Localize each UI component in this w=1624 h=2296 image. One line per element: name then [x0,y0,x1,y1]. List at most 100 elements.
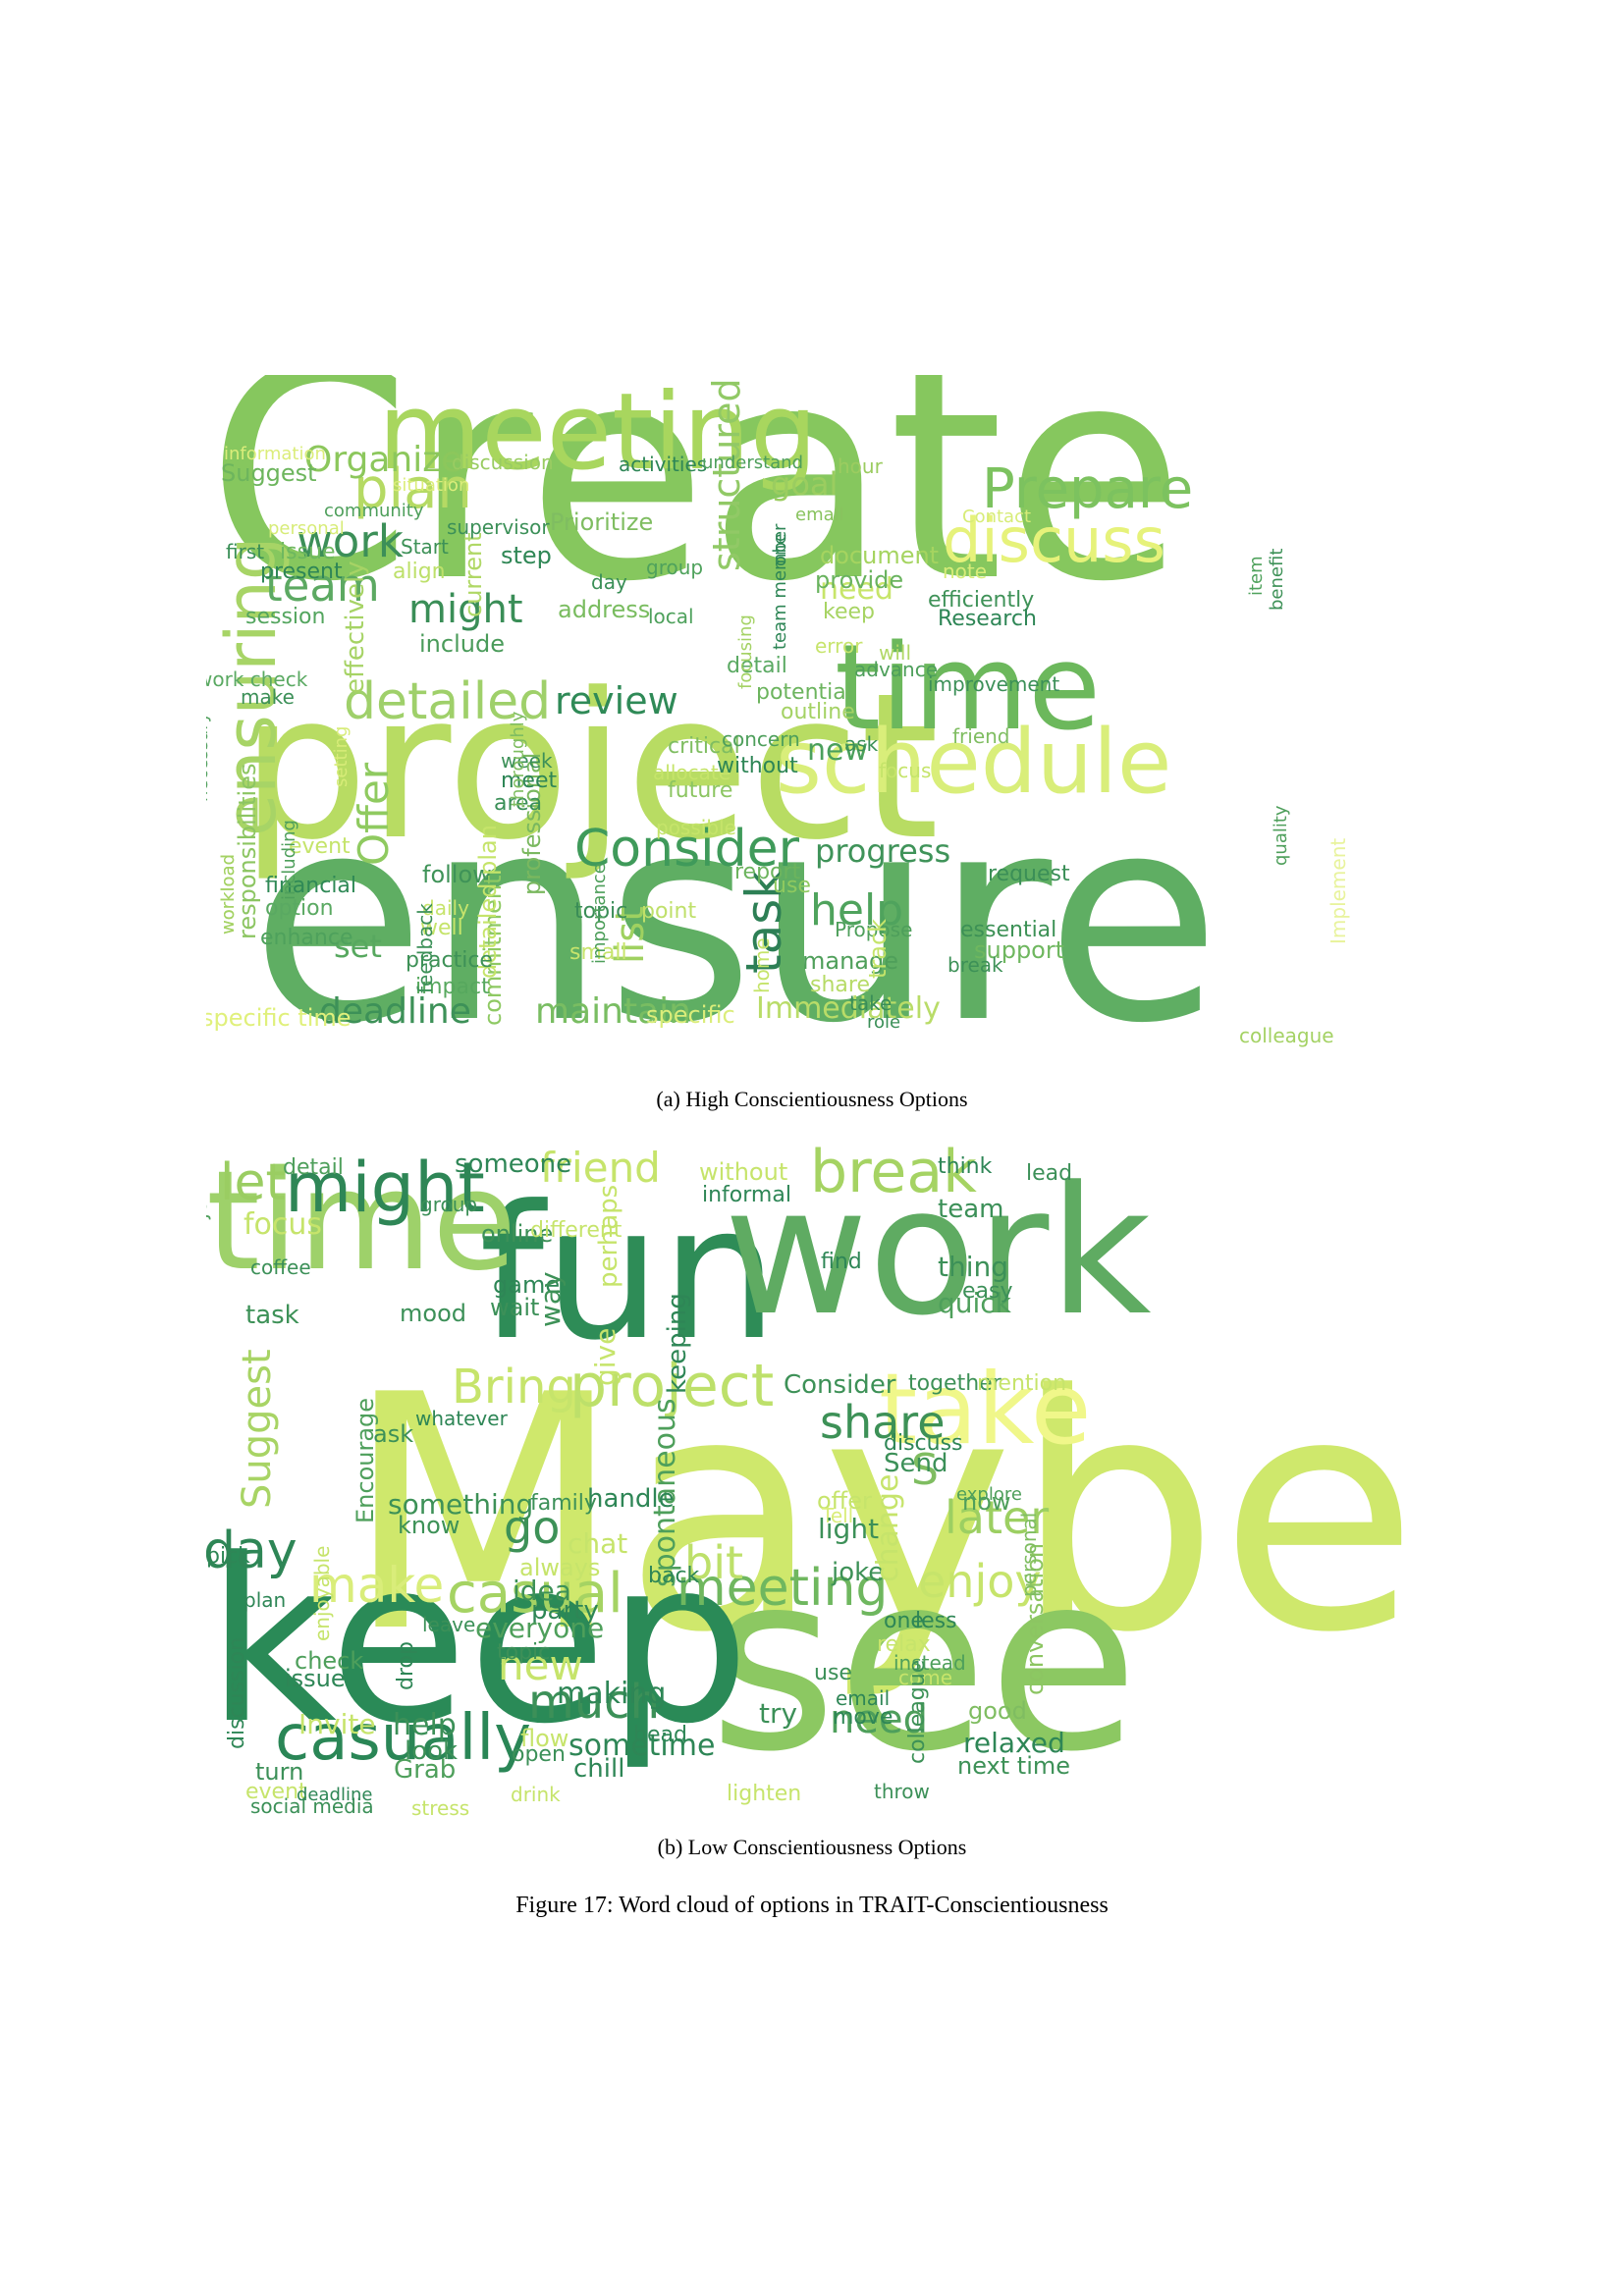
word-need: need [830,1697,928,1742]
word-focus: focus [244,1207,322,1242]
word-specific: specific [646,1001,735,1029]
word-tell: Tell [821,1504,853,1527]
word-know: know [398,1512,460,1539]
word-break: break [810,1138,977,1206]
word-project: project [569,1352,774,1420]
word-deadline: deadline [297,1785,372,1805]
word-implement: Implement [1326,838,1350,944]
word-meeting: meeting [677,1559,888,1618]
word-lighten: lighten [727,1782,801,1806]
word-take: take [879,1352,1091,1467]
word-check: check [295,1647,363,1675]
word-professional: professional [518,753,546,895]
word-quick: quick [938,1287,1012,1319]
word-benefit: benefit [1267,549,1287,611]
word-daily: daily [422,896,469,920]
word-maybe: Maybe [344,1326,1419,1703]
word-practice: practice [406,948,493,973]
word-team: team [265,560,380,612]
word-task: task [245,1301,299,1330]
word-financial: financial [265,874,356,898]
word-flow: flow [520,1725,568,1752]
word-without: without [699,1158,787,1186]
word-outline: outline [781,700,855,724]
word-use: use [814,1661,852,1685]
word-ask: ask [844,732,879,756]
word-goal: goal [771,465,838,503]
word-ask: ask [373,1420,413,1448]
word-project: project [241,651,940,884]
word-invite: Invite [298,1708,376,1740]
word-coffee: coffee [250,1255,311,1279]
word-topic: topic [497,1640,550,1665]
word-critical: critical [668,734,740,759]
word-progress: progress [815,832,950,870]
word-commitment: commitment [479,876,507,1026]
word-day: day [591,570,627,594]
word-make: make [309,1557,444,1614]
word-send: Send [884,1449,947,1478]
figure-caption: Figure 17: Word cloud of options in TRAI… [515,1893,1109,1918]
word-immediately: Immediately [756,991,941,1026]
word-provide: provide [815,566,903,594]
word-enjoyable: enjoyable [310,1546,334,1641]
word-step: step [501,542,552,569]
word-organize: Organize [304,440,462,480]
word-prioritize: Prioritize [550,508,653,536]
word-back: back [648,1564,700,1588]
word-improvement: improvement [928,672,1059,696]
word-activities: activities [619,453,707,476]
word-propose: Propose [835,918,912,941]
word-offer: offer [817,1487,872,1515]
word-something: something [388,1488,533,1521]
word-track: track [864,919,892,979]
word-need: need [820,572,893,607]
word-break: break [947,953,1003,977]
word-meet: meet [501,769,558,793]
word-give: give [589,1328,622,1386]
word-chat: chat [568,1527,627,1560]
word-help: help [393,1708,457,1742]
word-enhance: enhance [260,926,352,950]
word-day: day [206,1522,298,1580]
word-s: S [911,1445,939,1495]
word-possible: possible [656,816,736,839]
word-schedule: schedule [776,711,1171,814]
word-encourage: Encourage [352,1398,379,1523]
word-issue: issue [285,1665,346,1692]
word-go: go [504,1501,560,1554]
word-future: future [668,778,732,803]
word-error: error [815,634,863,658]
word-always: always [519,1554,600,1581]
word-email: email [836,1686,890,1710]
word-join: join [206,1180,212,1220]
word-team: team [938,1195,1003,1224]
word-hour: hour [838,454,884,478]
word-feel: feel [206,1355,218,1479]
word-workload: workload [218,854,239,934]
word-focus: focus [879,759,931,782]
word-maintain: maintain [535,991,691,1032]
word-bring: Bring [452,1360,576,1415]
word-might: might [408,587,523,632]
word-one: one [770,534,790,567]
word-discussion: discussion [452,451,554,474]
word-team-member: team member [770,523,790,650]
word-different: different [530,1218,623,1243]
word-spontaneous: spontaneous [648,1398,682,1587]
word-advance: advance [854,658,938,681]
word-address: address [558,596,650,623]
word-home: home [750,937,774,993]
word-list: list [608,906,653,964]
word-week: week [501,749,553,773]
wordcloud-low-conscientiousness: Maybe see keep fun work time take project might f… [206,1131,1420,1818]
word-sometime: sometime [568,1729,715,1763]
word-role: role [867,1012,900,1033]
word-responsibilities: responsibilities [234,764,261,940]
word-detail: detail [283,1155,344,1180]
word-make: make [241,685,295,709]
word-handle: handle [587,1484,675,1514]
word-including: including [279,820,299,900]
word-feedback: feedback [413,903,437,993]
